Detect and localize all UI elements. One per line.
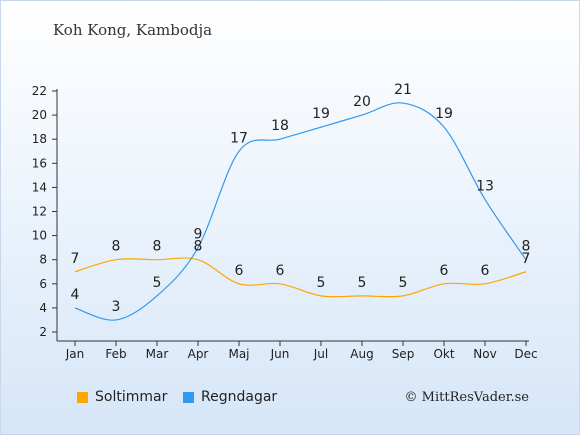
y-tick-label: 14 bbox=[32, 180, 47, 194]
data-label: 6 bbox=[481, 263, 490, 279]
data-label: 6 bbox=[440, 263, 449, 279]
y-tick-label: 20 bbox=[32, 108, 47, 122]
legend-sun: Soltimmar bbox=[77, 389, 167, 405]
data-label: 18 bbox=[271, 118, 289, 134]
x-tick-label: Dec bbox=[514, 347, 537, 361]
y-tick-label: 22 bbox=[32, 84, 47, 98]
data-label: 13 bbox=[476, 178, 494, 194]
data-label: 8 bbox=[522, 239, 531, 255]
data-label: 6 bbox=[235, 263, 244, 279]
legend-rain: Regndagar bbox=[183, 389, 277, 405]
x-tick-label: Nov bbox=[473, 347, 496, 361]
chart-title: Koh Kong, Kambodja bbox=[53, 21, 213, 39]
x-tick-label: Okt bbox=[433, 347, 454, 361]
y-tick-label: 6 bbox=[39, 277, 47, 291]
data-label: 7 bbox=[71, 251, 80, 267]
x-tick-label: Aug bbox=[350, 347, 373, 361]
data-label: 19 bbox=[312, 106, 330, 122]
y-tick-label: 16 bbox=[32, 156, 47, 170]
data-label: 9 bbox=[194, 227, 203, 243]
y-tick-label: 18 bbox=[32, 132, 47, 146]
y-tick-label: 8 bbox=[39, 253, 47, 267]
x-tick-label: Feb bbox=[105, 347, 126, 361]
y-tick-label: 12 bbox=[32, 205, 47, 219]
legend-sun-swatch bbox=[77, 391, 88, 403]
data-label: 8 bbox=[153, 239, 162, 255]
y-tick-label: 4 bbox=[39, 301, 47, 315]
x-tick-label: Jan bbox=[65, 347, 85, 361]
data-label: 17 bbox=[230, 130, 248, 146]
x-tick-label: Jul bbox=[313, 347, 328, 361]
x-tick-label: Mar bbox=[146, 347, 169, 361]
y-tick-label: 10 bbox=[32, 229, 47, 243]
x-tick-label: Maj bbox=[228, 347, 249, 361]
legend-rain-label: Regndagar bbox=[201, 389, 278, 405]
x-tick-label: Sep bbox=[392, 347, 415, 361]
data-label: 5 bbox=[399, 275, 408, 291]
legend-rain-swatch bbox=[183, 391, 194, 403]
data-label: 5 bbox=[153, 275, 162, 291]
data-label: 8 bbox=[194, 239, 203, 255]
credit-text: © MittResVader.se bbox=[404, 390, 529, 405]
data-label: 19 bbox=[435, 106, 453, 122]
data-label: 21 bbox=[394, 82, 412, 98]
data-label: 6 bbox=[276, 263, 285, 279]
data-label: 4 bbox=[71, 287, 80, 303]
series-line-soltimmar bbox=[74, 257, 527, 298]
x-tick-label: Apr bbox=[188, 347, 209, 361]
data-label: 8 bbox=[112, 239, 121, 255]
y-tick-label: 2 bbox=[39, 325, 47, 339]
data-label: 7 bbox=[522, 251, 531, 267]
x-tick-label: Jun bbox=[270, 347, 290, 361]
legend-sun-label: Soltimmar bbox=[95, 389, 168, 405]
data-label: 3 bbox=[112, 299, 121, 315]
chart-series bbox=[74, 102, 527, 321]
data-label: 5 bbox=[317, 275, 326, 291]
chart-axes: 2 4 6 8 10 12 14 16 18 20 22 Jan Feb Mar Apr Maj Jun Jul A… bbox=[32, 84, 538, 361]
series-line-regndagar bbox=[74, 102, 527, 321]
data-label: 5 bbox=[358, 275, 367, 291]
data-label: 20 bbox=[353, 94, 371, 110]
